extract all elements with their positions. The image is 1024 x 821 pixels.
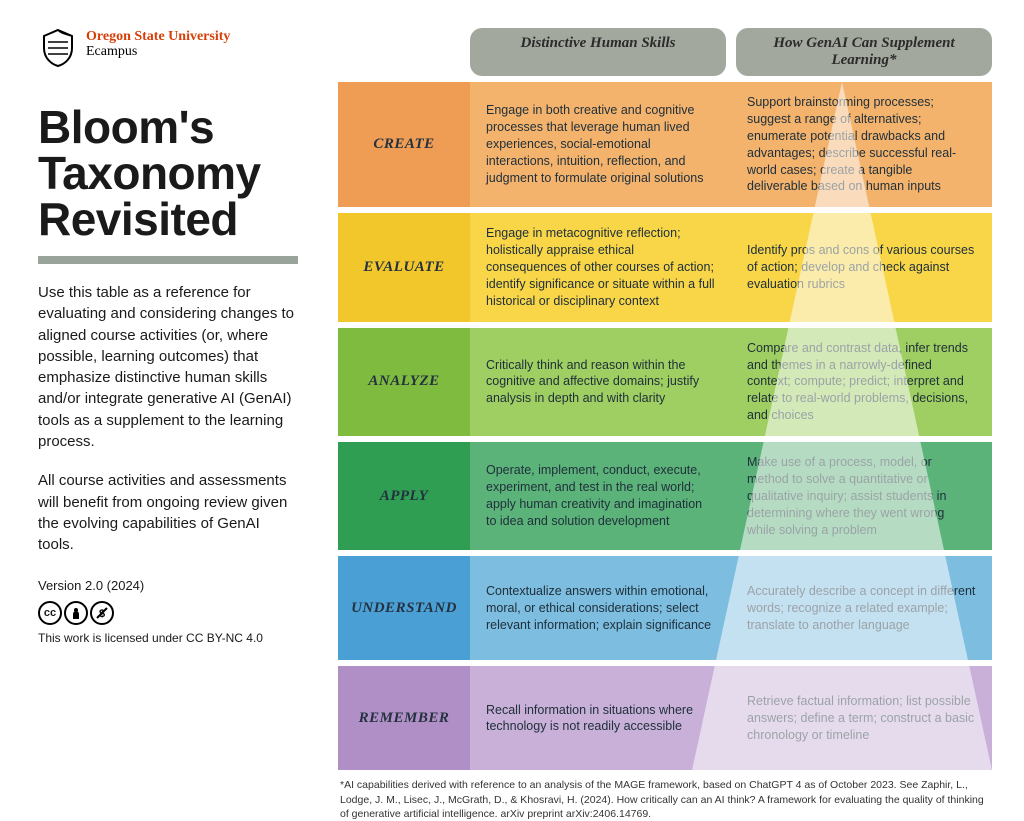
taxonomy-row: ANALYZECritically think and reason withi… [338,328,992,436]
version-text: Version 2.0 (2024) [38,578,318,593]
cc-icon: cc [38,601,62,625]
org-lockup: Oregon State University Ecampus [38,28,318,68]
left-column: Oregon State University Ecampus Bloom's … [38,28,338,821]
license-icons: cc $ [38,601,318,625]
right-column: Distinctive Human Skills How GenAI Can S… [338,28,992,821]
header-spacer [338,28,470,76]
title-line-2: Taxonomy [38,147,261,199]
column-headers: Distinctive Human Skills How GenAI Can S… [338,28,992,76]
intro-paragraph-1: Use this table as a reference for evalua… [38,282,298,452]
row-genai-cell: Make use of a process, model, or method … [731,442,992,550]
taxonomy-row: REMEMBERRecall information in situations… [338,666,992,770]
row-label: EVALUATE [338,213,470,321]
rows-wrap: CREATEEngage in both creative and cognit… [338,82,992,770]
row-label: ANALYZE [338,328,470,436]
row-human-cell: Operate, implement, conduct, execute, ex… [470,442,731,550]
row-genai-cell: Support brainstorming processes; suggest… [731,82,992,207]
header-human: Distinctive Human Skills [470,28,726,76]
intro-paragraph-2: All course activities and assessments wi… [38,470,298,555]
row-genai-cell: Accurately describe a concept in differe… [731,556,992,660]
row-human-cell: Contextualize answers within emotional, … [470,556,731,660]
row-genai-cell: Retrieve factual information; list possi… [731,666,992,770]
university-crest-icon [38,28,78,68]
row-label: CREATE [338,82,470,207]
intro-text: Use this table as a reference for evalua… [38,282,318,556]
org-name: Oregon State University [86,30,230,45]
page-title: Bloom's Taxonomy Revisited [38,104,318,242]
title-line-3: Revisited [38,193,238,245]
row-human-cell: Engage in metacognitive reflection; holi… [470,213,731,321]
license-text: This work is licensed under CC BY-NC 4.0 [38,631,318,645]
row-label: APPLY [338,442,470,550]
row-human-cell: Engage in both creative and cognitive pr… [470,82,731,207]
row-human-cell: Critically think and reason within the c… [470,328,731,436]
row-label: REMEMBER [338,666,470,770]
header-genai: How GenAI Can Supplement Learning* [736,28,992,76]
citation-footnote: *AI capabilities derived with reference … [338,778,992,821]
title-line-1: Bloom's [38,101,214,153]
taxonomy-row: APPLYOperate, implement, conduct, execut… [338,442,992,550]
by-icon [64,601,88,625]
taxonomy-row: EVALUATEEngage in metacognitive reflecti… [338,213,992,321]
row-label: UNDERSTAND [338,556,470,660]
taxonomy-row: UNDERSTANDContextualize answers within e… [338,556,992,660]
title-underline [38,256,298,264]
page: Oregon State University Ecampus Bloom's … [38,28,992,821]
nc-icon: $ [90,601,114,625]
taxonomy-row: CREATEEngage in both creative and cognit… [338,82,992,207]
row-human-cell: Recall information in situations where t… [470,666,731,770]
org-text: Oregon State University Ecampus [86,28,230,59]
row-genai-cell: Compare and contrast data, infer trends … [731,328,992,436]
org-sub: Ecampus [86,45,230,60]
row-genai-cell: Identify pros and cons of various course… [731,213,992,321]
taxonomy-rows: CREATEEngage in both creative and cognit… [338,82,992,770]
